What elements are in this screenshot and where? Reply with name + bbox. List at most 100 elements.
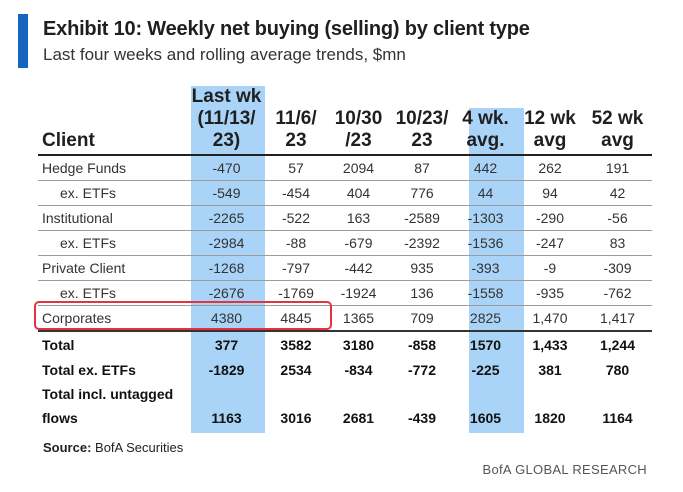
cell: -772 [407, 362, 437, 378]
cell: 2825 [454, 305, 517, 332]
cell: 87 [390, 155, 454, 181]
cell: 42 [583, 180, 652, 206]
cell: -522 [265, 205, 327, 231]
cell: 709 [390, 305, 454, 332]
table-row: ex. ETFs -549 -454 404 776 44 94 42 [38, 180, 652, 206]
cell: -1268 [188, 255, 265, 281]
cell: -858 [390, 330, 454, 358]
row-label: Total [38, 330, 188, 358]
source-note: Source: BofA Securities [43, 440, 183, 455]
cell: 1,244 [583, 330, 652, 358]
exhibit-subtitle: Last four weeks and rolling average tren… [43, 45, 406, 64]
row-label: flows [42, 410, 78, 426]
cell: 1605 [469, 410, 502, 426]
cell: -549 [188, 180, 265, 206]
column-header: 10/23/23 [390, 86, 454, 156]
cell: -88 [265, 230, 327, 256]
row-label: Hedge Funds [38, 155, 188, 181]
cell: 1163 [211, 410, 242, 426]
cell: -762 [583, 280, 652, 306]
cell: 44 [454, 180, 517, 206]
column-header: 10/30/23 [327, 86, 390, 156]
cell: -1829 [208, 362, 245, 378]
cell: 191 [583, 155, 652, 181]
cell: -1558 [454, 280, 517, 306]
cell: 83 [583, 230, 652, 256]
cell: 780 [605, 362, 630, 378]
cell: 381 [538, 362, 562, 378]
accent-bar [18, 14, 28, 68]
cell: -935 [517, 280, 583, 306]
row-label: Total ex. ETFs [42, 362, 136, 378]
cell: -1924 [327, 280, 390, 306]
cell: 1570 [454, 330, 517, 358]
cell: 2534 [280, 362, 312, 378]
client-flows-table: Client Last wk (11/13/23) 11/6/23 10/30/2… [38, 86, 652, 430]
cell: -2589 [390, 205, 454, 231]
cell: -9 [517, 255, 583, 281]
cell: 3582 [265, 330, 327, 358]
cell: -439 [407, 410, 437, 426]
cell: -834 [344, 362, 373, 378]
cell: 3180 [327, 330, 390, 358]
cell: -2392 [390, 230, 454, 256]
cell: -56 [583, 205, 652, 231]
cell: 262 [517, 155, 583, 181]
cell: -797 [265, 255, 327, 281]
cell: 1820 [534, 410, 566, 426]
cell: -442 [327, 255, 390, 281]
table-row: Private Client -1268 -797 -442 935 -393 … [38, 255, 652, 281]
cell: -1536 [454, 230, 517, 256]
cell: -2984 [188, 230, 265, 256]
cell: -454 [265, 180, 327, 206]
cell: 57 [265, 155, 327, 181]
cell: 136 [390, 280, 454, 306]
client-column-header: Client [38, 86, 188, 156]
cell: -225 [471, 362, 500, 378]
table-row: Hedge Funds -470 57 2094 87 442 262 191 [38, 155, 652, 181]
source-label: Source: [43, 440, 92, 455]
row-label: Corporates [38, 305, 188, 332]
cell: 442 [454, 155, 517, 181]
brand-label: BofA GLOBAL RESEARCH [482, 462, 647, 477]
table-row: ex. ETFs -2676 -1769 -1924 136 -1558 -93… [38, 280, 652, 306]
column-header: 12 wk avg [517, 86, 583, 156]
column-header: 4 wk. avg. [454, 86, 517, 156]
cell: 94 [517, 180, 583, 206]
exhibit-title: Exhibit 10: Weekly net buying (selling) … [43, 18, 530, 40]
corporates-callout-box [34, 301, 332, 330]
cell: 935 [390, 255, 454, 281]
total-incl-untagged-row: flows 1163 3016 2681 -439 1605 1820 1164 [38, 406, 652, 430]
cell: 404 [327, 180, 390, 206]
cell: 2681 [342, 410, 375, 426]
total-row: Total 377 3582 3180 -858 1570 1,433 1,24… [38, 330, 652, 358]
total-incl-untagged-label-row: Total incl. untagged [38, 382, 652, 406]
column-header: Last wk (11/13/23) [188, 86, 265, 156]
row-label: Total incl. untagged [42, 386, 174, 402]
cell: -679 [327, 230, 390, 256]
cell: -470 [188, 155, 265, 181]
cell: -393 [454, 255, 517, 281]
table-row: ex. ETFs -2984 -88 -679 -2392 -1536 -247… [38, 230, 652, 256]
total-ex-etfs-row: Total ex. ETFs -1829 2534 -834 -772 -225… [38, 358, 652, 382]
table-header-row: Client Last wk (11/13/23) 11/6/23 10/30/2… [38, 86, 652, 156]
cell: -1303 [454, 205, 517, 231]
row-label: Private Client [38, 255, 188, 281]
row-label: ex. ETFs [38, 230, 188, 256]
column-header: 11/6/23 [265, 86, 327, 156]
cell: 1365 [327, 305, 390, 332]
cell: 2094 [327, 155, 390, 181]
cell: 1,433 [517, 330, 583, 358]
cell: 1,417 [583, 305, 652, 332]
row-label: ex. ETFs [38, 180, 188, 206]
table-row-corporates: Corporates 4380 4845 1365 709 2825 1,470… [38, 305, 652, 332]
source-text: BofA Securities [95, 440, 184, 455]
cell: -309 [583, 255, 652, 281]
cell: 4380 [188, 305, 265, 332]
cell: 776 [390, 180, 454, 206]
cell: 163 [327, 205, 390, 231]
cell: -290 [517, 205, 583, 231]
cell: 377 [188, 330, 265, 358]
table-row: Institutional -2265 -522 163 -2589 -1303… [38, 205, 652, 231]
cell: 1,470 [517, 305, 583, 332]
